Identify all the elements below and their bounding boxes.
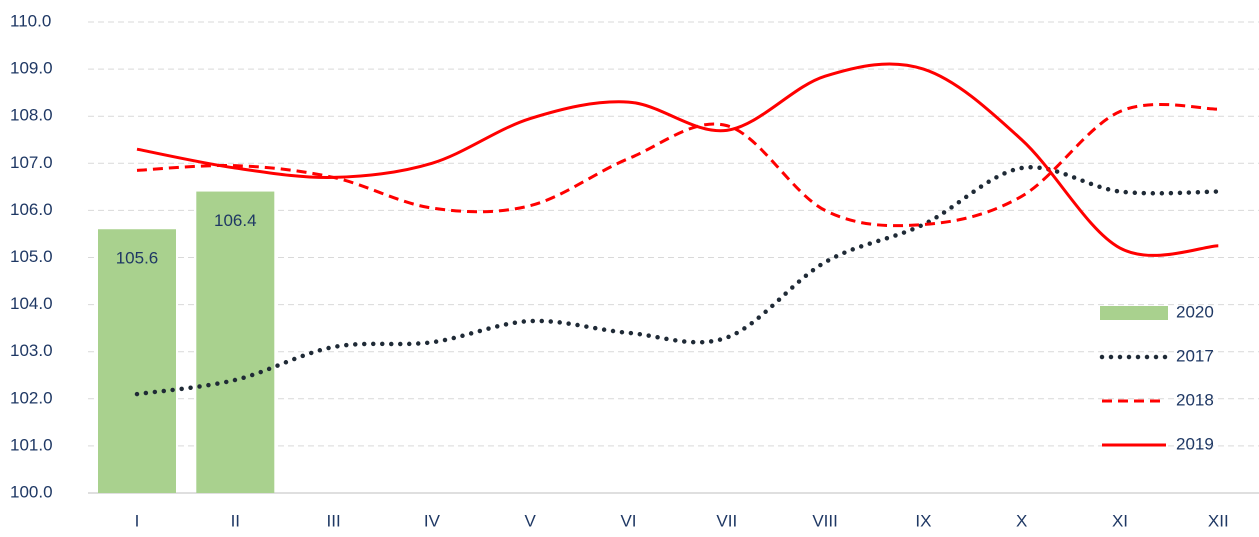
line-dotted (134, 164, 1221, 397)
legend-label: 2018 (1176, 390, 1214, 409)
x-tick-label: VI (620, 511, 636, 530)
bar (98, 229, 176, 494)
y-tick-label: 100.0 (10, 482, 53, 501)
x-tick-label: VII (716, 511, 737, 530)
line-solid (136, 62, 1219, 257)
y-tick-label: 109.0 (10, 59, 53, 78)
y-tick-label: 102.0 (10, 388, 53, 407)
y-tick-label: 110.0 (10, 11, 51, 30)
bar-value-label: 105.6 (116, 249, 159, 268)
y-tick-label: 107.0 (10, 153, 53, 172)
legend-label: 2017 (1176, 346, 1214, 365)
y-tick-label: 106.0 (10, 200, 53, 219)
x-tick-label: X (1016, 511, 1027, 530)
y-tick-label: 108.0 (10, 106, 53, 125)
x-tick-label: I (135, 511, 140, 530)
legend-label: 2020 (1176, 302, 1214, 321)
y-tick-label: 101.0 (10, 435, 53, 454)
bar-value-label: 106.4 (214, 211, 257, 230)
y-tick-label: 103.0 (10, 341, 53, 360)
y-tick-label: 104.0 (10, 294, 53, 313)
bar (196, 191, 275, 493)
x-tick-label: II (231, 511, 240, 530)
x-tick-label: IV (424, 511, 441, 530)
legend-swatch (1100, 306, 1168, 320)
legend-label: 2019 (1176, 434, 1214, 453)
line-dashed (136, 102, 1219, 228)
x-tick-label: V (525, 511, 537, 530)
x-tick-label: XI (1112, 511, 1128, 530)
x-tick-label: III (327, 511, 341, 530)
x-tick-label: IX (915, 511, 931, 530)
y-tick-label: 105.0 (10, 247, 53, 266)
x-tick-label: XII (1208, 511, 1229, 530)
x-tick-label: VIII (812, 511, 838, 530)
